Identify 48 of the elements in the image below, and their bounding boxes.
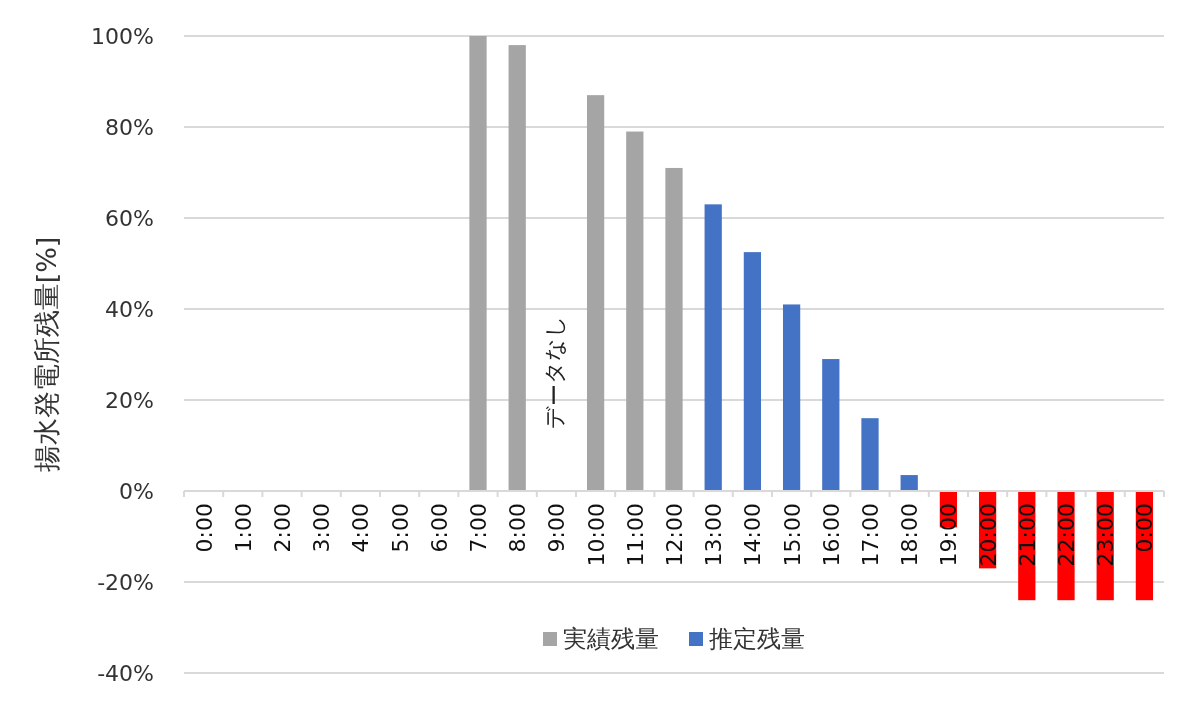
- bar: [900, 475, 918, 491]
- x-tick-label: 6:00: [426, 503, 452, 553]
- x-tick-label: 11:00: [622, 503, 648, 567]
- bar: [586, 95, 605, 491]
- annotation: データなし: [542, 315, 567, 429]
- x-tick-label: 14:00: [740, 503, 766, 567]
- bar: [782, 304, 801, 491]
- x-tick-label: 21:00: [1014, 503, 1040, 567]
- bar: [704, 204, 722, 491]
- bar: [822, 359, 840, 491]
- x-tick-label: 2:00: [270, 503, 295, 553]
- y-axis-title: 揚水発電所残量[%]: [31, 236, 62, 473]
- x-tick-label: 20:00: [975, 503, 1001, 567]
- legend-label: 実績残量: [563, 625, 659, 653]
- bar: [665, 167, 683, 491]
- y-tick-label: 80%: [105, 115, 154, 140]
- x-tick-label: 23:00: [1093, 503, 1119, 567]
- x-tick-label: 3:00: [309, 503, 335, 553]
- bar: [469, 36, 487, 491]
- y-tick-label: -40%: [97, 661, 154, 686]
- x-tick-label: 1:00: [230, 503, 256, 553]
- bar: [861, 418, 879, 491]
- x-tick-label: 13:00: [701, 503, 727, 567]
- x-tick-label: 22:00: [1054, 503, 1079, 567]
- x-tick-label: 0:00: [1132, 503, 1158, 553]
- x-tick-label: 18:00: [897, 503, 923, 567]
- x-tick-label: 17:00: [858, 503, 883, 567]
- legend-label: 推定残量: [709, 625, 805, 653]
- x-tick-label: 10:00: [583, 503, 609, 567]
- bar: [626, 131, 644, 491]
- x-tick-label: 8:00: [505, 503, 531, 553]
- bar: [508, 45, 526, 491]
- x-tick-label: 7:00: [466, 503, 491, 553]
- y-tick-label: 20%: [105, 388, 154, 413]
- x-tick-label: 15:00: [779, 503, 805, 567]
- x-tick-label: 16:00: [818, 503, 844, 567]
- x-tick-label: 0:00: [191, 503, 217, 553]
- y-tick-label: 40%: [105, 297, 154, 322]
- x-tick-label: 9:00: [544, 503, 570, 553]
- x-tick-label: 19:00: [936, 503, 962, 567]
- y-tick-label: 100%: [91, 24, 154, 49]
- x-tick-label: 4:00: [348, 503, 374, 553]
- y-tick-label: -20%: [97, 570, 154, 595]
- y-tick-label: 60%: [105, 206, 154, 231]
- x-tick-label: 12:00: [662, 503, 687, 567]
- bar: [743, 252, 762, 491]
- y-tick-label: 0%: [119, 479, 154, 504]
- x-tick-label: 5:00: [387, 503, 413, 553]
